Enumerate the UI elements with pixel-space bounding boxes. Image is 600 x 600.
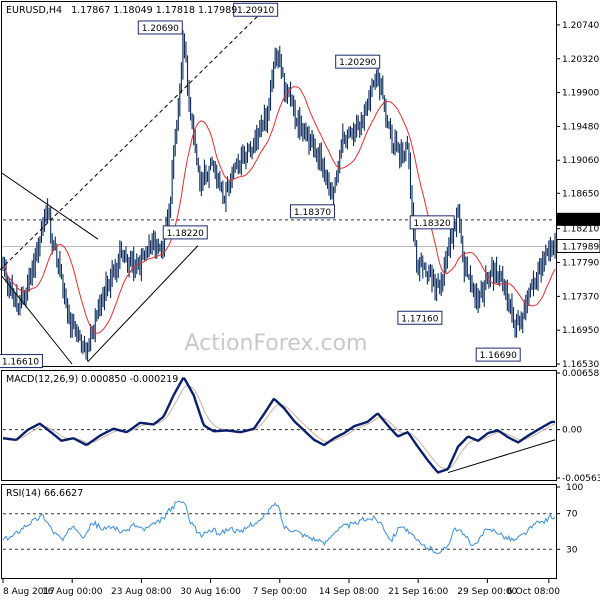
triangle-lower-line (1, 275, 73, 365)
price-tick-10: 1.16530 (562, 360, 599, 370)
channel-line-upper (0, 3, 271, 271)
macd-tick-2: -0.005634 (562, 474, 600, 484)
rsi-reference-lines (3, 513, 555, 550)
rsi-tick-0: 100 (566, 483, 583, 493)
time-tick-0: 8 Aug 2017 (3, 587, 55, 597)
price-axis: 1.20740 1.20320 1.19900 1.19480 1.19060 1.186… (556, 21, 600, 370)
pivot-label-5: 1.20290 (339, 58, 376, 68)
price-tick-7: 1.17790 (562, 259, 599, 269)
chart-header: EURUSD,H4 1.17867 1.18049 1.17818 1.1798… (6, 5, 237, 16)
pivot-box (397, 310, 443, 325)
pivot-box (290, 204, 336, 219)
macd-label: MACD(12,26,9) 0.000850 -0.000219 (6, 374, 178, 385)
rsi-tick-2: 30 (566, 545, 578, 555)
price-tick-2: 1.19900 (562, 89, 599, 99)
price-frame (1, 1, 557, 367)
price-tick-3: 1.19480 (562, 122, 599, 132)
moving-average (2, 86, 556, 334)
ohlc-label: 1.17867 1.18049 1.17818 1.17989 (71, 5, 237, 16)
price-tick-6: 1.18210 (562, 225, 599, 235)
pivot-label-0: 1.16610 (2, 358, 39, 368)
time-tick-4: 7 Sep 00:00 (253, 587, 308, 597)
ma-line (2, 86, 556, 334)
pivot-label-6: 1.18320 (414, 219, 451, 229)
macd-pane: 0.006586 0.00 -0.005634 MACD(12,26,9) 0.00… (1, 369, 600, 484)
time-tick-6: 21 Sep 16:00 (388, 587, 448, 597)
price-tick-4: 1.19060 (562, 156, 599, 166)
price-tick-9: 1.16950 (562, 326, 599, 336)
time-tick-8: 6 Oct 08:00 (507, 587, 560, 597)
macd-lines (2, 377, 556, 474)
current-price-tag-bg (556, 238, 600, 253)
price-pane: ActionForex.com 1.16610 1.20690 1.18220 1.2… (0, 1, 600, 370)
time-tick-2: 23 Aug 08:00 (111, 587, 172, 597)
macd-main-line (2, 377, 555, 474)
watermark-text: ActionForex.com (185, 331, 368, 356)
pivot-labels: 1.16610 1.20690 1.18220 1.20910 1.18370 1.202… (0, 2, 521, 369)
pivot-box (409, 215, 455, 230)
watermark-group: ActionForex.com (185, 331, 368, 356)
pivot-box (0, 354, 43, 369)
resistance-tag-bg (557, 212, 600, 226)
time-tick-1: 16 Aug 00:00 (42, 587, 103, 597)
time-tick-7: 29 Sep 00:00 (457, 587, 517, 597)
rsi-tick-1: 70 (566, 510, 578, 520)
price-tick-0: 1.20740 (562, 21, 599, 31)
time-tick-3: 30 Aug 16:00 (180, 587, 241, 597)
pivot-label-4: 1.18370 (294, 208, 331, 218)
pivot-label-7: 1.17160 (401, 314, 438, 324)
price-tick-5: 1.18650 (562, 189, 599, 199)
resistance-tag-text: 1.18320 (562, 216, 599, 226)
pivot-label-2: 1.18220 (167, 229, 204, 239)
rsi-line (2, 500, 556, 555)
pivot-box (335, 54, 381, 69)
macd-trendline (447, 439, 556, 474)
macd-axis: 0.006586 0.00 -0.005634 (556, 369, 600, 484)
pivot-box (233, 2, 279, 17)
macd-tick-1: 0.00 (562, 426, 582, 436)
current-price-tag-text: 1.17989 (562, 242, 599, 252)
pivot-label-1: 1.20690 (142, 24, 179, 34)
pivot-label-3: 1.20910 (237, 6, 274, 16)
price-trendlines (0, 3, 271, 365)
macd-tick-0: 0.006586 (562, 369, 600, 379)
channel-line-lower (87, 245, 199, 362)
rsi-frame (1, 484, 557, 579)
rsi-line (2, 500, 556, 555)
price-tick-8: 1.17370 (562, 292, 599, 302)
symbol-label: EURUSD,H4 (6, 5, 62, 16)
time-tick-5: 14 Sep 08:00 (319, 587, 379, 597)
rsi-axis: 100 70 30 (556, 483, 583, 555)
pivot-label-8: 1.16690 (480, 351, 517, 361)
pivot-box (162, 225, 208, 240)
triangle-upper-line (1, 172, 99, 240)
macd-frame (1, 370, 557, 481)
pivot-box (137, 20, 183, 35)
pivot-box (475, 347, 521, 362)
rsi-pane: 100 70 30 RSI(14) 66.6627 (1, 483, 583, 579)
rsi-label: RSI(14) 66.6627 (6, 488, 83, 499)
price-tick-1: 1.20320 (562, 55, 599, 65)
